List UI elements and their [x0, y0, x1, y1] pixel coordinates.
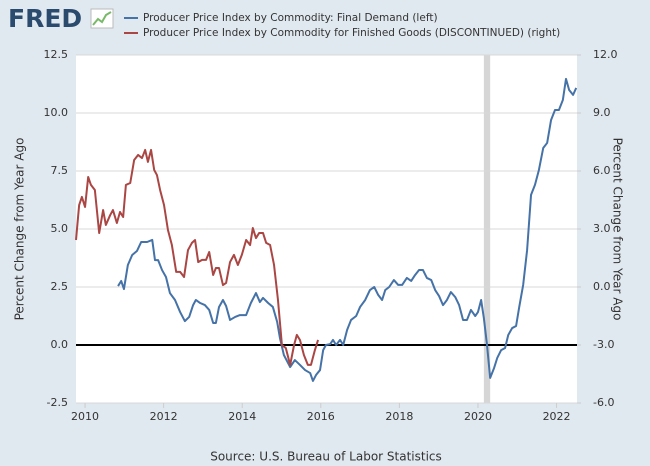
- y-tick-label: 5.0: [51, 222, 69, 235]
- x-tick-label: 2016: [307, 410, 335, 423]
- logo[interactable]: FRED: [8, 4, 82, 33]
- source: Source: U.S. Bureau of Labor Statistics: [210, 450, 442, 464]
- y-tick-label: 12.5: [44, 48, 69, 61]
- y-tick-label: 0.0: [51, 338, 69, 351]
- x-tick-label: 2010: [71, 410, 99, 423]
- legend-entry: Producer Price Index by Commodity: Final…: [143, 12, 438, 24]
- y-tick-label: 10.0: [44, 106, 69, 119]
- y2-tick-label: 12.0: [593, 48, 618, 61]
- x-tick-label: 2022: [543, 410, 571, 423]
- x-tick-label: 2020: [464, 410, 492, 423]
- y2-tick-label: 6.0: [593, 164, 611, 177]
- y-tick-label: 2.5: [51, 280, 69, 293]
- logo-icon: [90, 8, 114, 29]
- y2-axis-label: Percent Change from Year Ago: [611, 138, 625, 321]
- y2-tick-label: -6.0: [593, 396, 614, 409]
- y2-tick-label: -3.0: [593, 338, 614, 351]
- y2-tick-label: 3.0: [593, 222, 611, 235]
- x-tick-label: 2014: [228, 410, 256, 423]
- series-line: [75, 148, 320, 366]
- x-tick-label: 2012: [150, 410, 178, 423]
- y-tick-label: 7.5: [51, 164, 69, 177]
- y-axis-label: Percent Change from Year Ago: [13, 138, 27, 321]
- y-tick-label: -2.5: [47, 396, 68, 409]
- y2-tick-label: 9.0: [593, 106, 611, 119]
- legend-entry: Producer Price Index by Commodity for Fi…: [143, 27, 560, 39]
- x-tick-label: 2018: [385, 410, 413, 423]
- y2-tick-label: 0.0: [593, 280, 611, 293]
- series-line: [117, 77, 578, 382]
